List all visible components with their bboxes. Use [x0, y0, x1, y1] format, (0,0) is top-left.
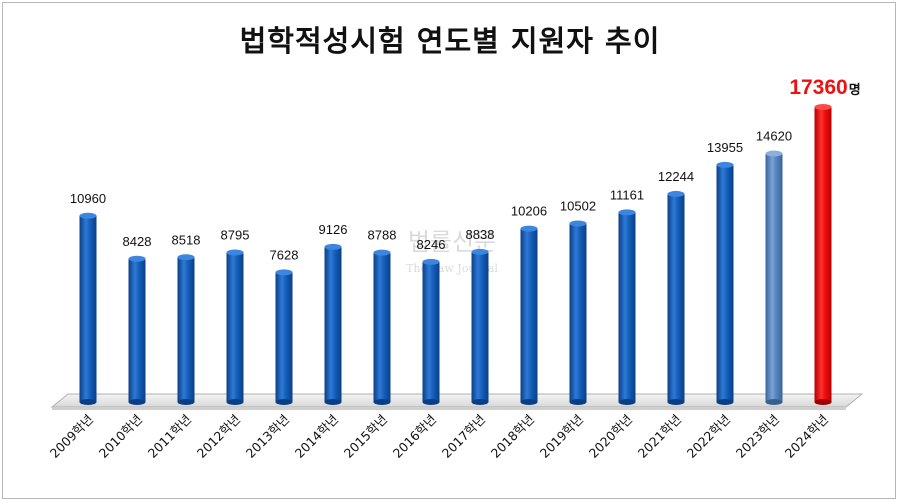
data-label: 8838	[466, 227, 495, 242]
tick-label: 2021학년	[635, 412, 684, 461]
bar	[471, 248, 489, 405]
data-label: 13955	[707, 140, 743, 155]
tick-label: 2010학년	[96, 412, 145, 461]
bar	[177, 254, 195, 405]
data-label: 8518	[172, 232, 201, 247]
data-label: 8795	[221, 228, 250, 243]
tick-label: 2023학년	[733, 412, 782, 461]
bar	[275, 269, 293, 405]
data-label: 10960	[70, 191, 106, 206]
tick-label: 2022학년	[684, 412, 733, 461]
tick-label: 2013학년	[243, 412, 292, 461]
data-label: 10502	[560, 199, 596, 214]
tick-label: 2019학년	[537, 412, 586, 461]
data-label: 8788	[368, 228, 397, 243]
bar	[716, 161, 734, 405]
bar	[569, 220, 587, 405]
data-label: 8428	[123, 234, 152, 249]
tick-label: 2009학년	[47, 412, 96, 461]
data-label: 7628	[270, 247, 299, 262]
tick-label: 2024학년	[782, 412, 831, 461]
data-label: 17360명	[789, 76, 860, 99]
tick-label: 2011학년	[145, 412, 194, 461]
bar	[373, 249, 391, 405]
bar	[520, 225, 538, 405]
chart-floor	[50, 393, 864, 410]
tick-label: 2012학년	[194, 412, 243, 461]
tick-label: 2020학년	[586, 412, 635, 461]
bar	[667, 190, 685, 405]
tick-label: 2017학년	[439, 412, 488, 461]
data-label: 10206	[511, 204, 547, 219]
bar	[765, 150, 783, 405]
data-label: 14620	[756, 129, 792, 144]
tick-label: 2018학년	[488, 412, 537, 461]
tick-label: 2014학년	[292, 412, 341, 461]
bar	[226, 249, 244, 405]
data-label: 12244	[658, 169, 694, 184]
data-label: 8246	[417, 237, 446, 252]
data-label: 11161	[610, 187, 644, 202]
bar	[128, 255, 146, 405]
data-label: 9126	[319, 222, 348, 237]
tick-label: 2015학년	[341, 412, 390, 461]
bar	[79, 212, 97, 405]
tick-label: 2016학년	[390, 412, 439, 461]
bar	[618, 209, 636, 405]
chart-title: 법학적성시험 연도별 지원자 추이	[239, 24, 661, 58]
bar	[814, 104, 832, 405]
bar	[422, 258, 440, 405]
bar	[324, 243, 342, 405]
